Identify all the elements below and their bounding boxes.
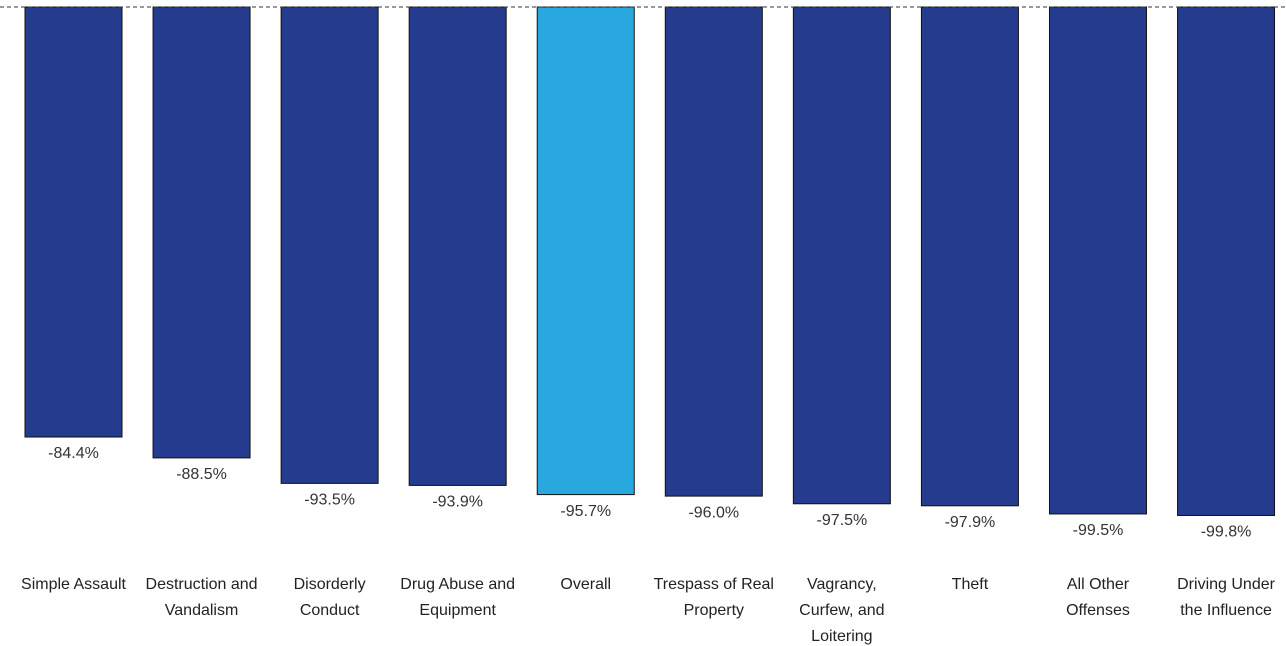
bar [664, 6, 763, 497]
value-label: -99.5% [1073, 522, 1124, 539]
value-label: -99.8% [1201, 524, 1252, 541]
value-label: -93.5% [304, 492, 355, 509]
value-label: -93.9% [432, 494, 483, 511]
value-label: -88.5% [176, 466, 227, 483]
bar [1177, 6, 1276, 516]
x-tick-label: Drug Abuse and Equipment [400, 576, 516, 619]
x-tick-label: Driving Under the Influence [1177, 576, 1275, 619]
value-label: -97.5% [817, 512, 868, 529]
bar [24, 6, 123, 438]
x-tick-label: Simple Assault [21, 576, 126, 593]
value-label: -84.4% [48, 445, 99, 462]
bar [280, 6, 379, 484]
bar [536, 6, 635, 496]
x-tick-label: Trespass of Real Property [653, 576, 774, 619]
x-tick-label: Overall [560, 576, 612, 593]
x-tick-label: All Other Offenses [1066, 576, 1130, 619]
bar [152, 6, 251, 459]
bar [408, 6, 507, 486]
x-tick-label: Theft [951, 576, 989, 593]
bar [920, 6, 1019, 507]
bar [1048, 6, 1147, 515]
value-label: -96.0% [688, 504, 739, 521]
bar [792, 6, 891, 505]
value-label: -97.9% [945, 514, 996, 531]
x-tick-label: Vagrancy, Curfew, and Loitering [799, 576, 885, 645]
x-tick-label: Destruction and Vandalism [145, 576, 258, 619]
x-tick-label: Disorderly Conduct [293, 576, 366, 619]
value-label: -95.7% [560, 503, 611, 520]
